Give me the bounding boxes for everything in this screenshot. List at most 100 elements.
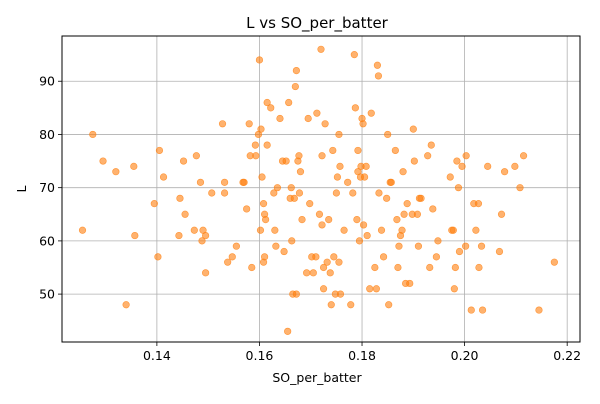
data-point [384, 130, 392, 139]
data-point [347, 301, 355, 309]
data-point [318, 152, 326, 160]
data-point [318, 221, 326, 229]
data-point [453, 157, 461, 165]
data-point [329, 146, 337, 155]
data-point [495, 247, 504, 256]
data-point [181, 210, 189, 218]
data-point [451, 263, 459, 272]
data-point [374, 72, 383, 80]
data-point [190, 226, 198, 234]
data-point [248, 263, 256, 272]
data-point [516, 184, 524, 192]
data-point [333, 173, 342, 181]
data-point [295, 152, 303, 160]
data-point [202, 269, 210, 277]
x-tick-label: 0.20 [451, 348, 479, 363]
data-point [501, 168, 509, 176]
grid-lines [62, 36, 580, 342]
data-point [332, 189, 340, 197]
data-point [474, 200, 483, 208]
data-point [78, 226, 87, 234]
data-point [284, 327, 292, 335]
data-point [295, 189, 304, 197]
data-point [462, 152, 470, 160]
data-point [519, 152, 528, 160]
data-point [484, 162, 492, 170]
data-point [312, 253, 320, 261]
data-point [255, 56, 264, 64]
data-point [454, 184, 463, 192]
data-point [319, 263, 328, 272]
data-point [288, 237, 296, 245]
data-point [372, 285, 380, 293]
data-point [304, 114, 312, 123]
data-point [267, 104, 275, 112]
data-point [399, 168, 407, 176]
data-point [296, 168, 305, 176]
data-point [403, 200, 411, 208]
data-point [263, 98, 271, 107]
data-point [131, 231, 139, 240]
data-point [285, 98, 293, 107]
data-point [458, 162, 466, 170]
y-tick-label: 90 [39, 74, 55, 89]
data-point [260, 253, 269, 261]
data-point [462, 242, 470, 250]
data-point [273, 184, 282, 192]
data-point [350, 51, 358, 59]
data-point [410, 157, 418, 165]
data-point [130, 162, 138, 170]
data-point [245, 120, 253, 128]
data-point [359, 221, 368, 229]
data-point [450, 285, 458, 293]
data-point [477, 242, 486, 250]
data-point [218, 120, 227, 128]
data-point [327, 301, 335, 309]
data-point [192, 152, 200, 160]
data-point [426, 263, 434, 272]
x-axis-label: SO_per_batter [272, 370, 362, 385]
data-point [257, 125, 265, 133]
data-point [317, 45, 325, 53]
data-point [366, 285, 374, 293]
y-tick-label: 80 [39, 127, 55, 142]
data-point [198, 237, 206, 245]
data-point [351, 104, 359, 112]
data-point [270, 189, 278, 197]
data-point [224, 258, 232, 266]
data-point [323, 258, 331, 266]
data-point [355, 237, 364, 245]
data-point [196, 178, 205, 186]
data-point [550, 258, 558, 266]
data-point [321, 120, 329, 128]
data-point [373, 61, 382, 69]
data-point [427, 141, 435, 149]
data-point [398, 226, 406, 234]
data-point [359, 120, 367, 128]
data-point [375, 189, 383, 197]
data-point [303, 269, 311, 277]
data-point [179, 157, 188, 165]
data-point [432, 253, 440, 261]
chart-title: L vs SO_per_batter [246, 14, 389, 33]
data-point [383, 194, 391, 202]
data-point [354, 146, 362, 155]
data-point [340, 226, 348, 234]
data-point [290, 194, 298, 202]
data-point [325, 216, 333, 224]
data-point [276, 114, 284, 123]
data-point [240, 178, 248, 186]
data-point [262, 216, 270, 224]
data-point [259, 200, 268, 208]
data-point [243, 205, 251, 213]
data-point [252, 152, 260, 160]
data-point [387, 178, 395, 186]
data-point [393, 216, 401, 224]
data-point [434, 237, 442, 245]
data-point [272, 242, 280, 250]
data-point [313, 109, 321, 117]
data-point [478, 306, 487, 314]
plot-frame [61, 35, 581, 343]
data-point [413, 210, 422, 218]
